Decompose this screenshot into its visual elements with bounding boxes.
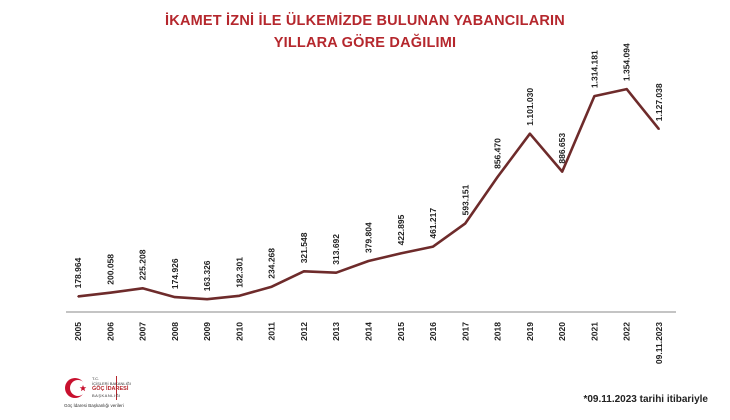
data-point	[367, 260, 370, 262]
series-line	[77, 87, 661, 301]
data-label: 234.268	[267, 248, 277, 279]
data-point	[496, 176, 499, 178]
data-label: 313.692	[331, 234, 341, 265]
data-label: 1.101.030	[525, 88, 535, 126]
data-point	[432, 245, 434, 248]
x-tick-label: 09.11.2023	[654, 322, 664, 364]
value-labels-group: 178.964 200.058 225.208 174.926 163.326 182.3…	[73, 43, 664, 291]
footnote: *09.11.2023 tarihi itibariyle	[583, 394, 708, 405]
logo-text-line-3: GÖÇ İDARESİ	[92, 386, 129, 392]
data-point	[238, 295, 241, 297]
x-tick-label: 2005	[73, 322, 83, 341]
x-tick-label: 2019	[525, 322, 535, 341]
data-point	[593, 95, 596, 97]
logo-text-line-2: İÇİŞLERİ BAKANLIĞI	[92, 381, 131, 386]
chart-title: İKAMET İZNİ İLE ÜLKEMİZDE BULUNAN YABANC…	[0, 10, 730, 54]
data-point	[400, 252, 402, 255]
data-label: 886.653	[557, 133, 567, 164]
data-point	[77, 295, 79, 298]
data-point	[335, 271, 338, 274]
x-tick-label: 2008	[170, 322, 180, 341]
data-label: 593.151	[460, 184, 470, 215]
chart-title-line-1: İKAMET İZNİ İLE ÜLKEMİZDE BULUNAN YABANC…	[165, 13, 565, 29]
data-point	[141, 287, 144, 290]
data-label: 379.804	[364, 222, 374, 253]
series-group	[77, 87, 661, 301]
data-label: 321.548	[299, 232, 309, 263]
logo-text-line-1: T.C.	[92, 376, 100, 381]
crescent-star-logo-icon	[65, 378, 87, 398]
data-label: 1.314.181	[589, 50, 599, 88]
data-label: 174.926	[170, 258, 180, 289]
x-tick-label: 2007	[138, 322, 148, 341]
logo-text-line-4: BAŞKANLIĞI	[92, 393, 121, 398]
x-tick-label: 2006	[105, 322, 115, 341]
logo-divider	[116, 376, 117, 400]
data-point	[625, 88, 628, 90]
data-point	[561, 170, 563, 173]
x-tick-label: 2016	[428, 322, 438, 341]
data-point	[109, 291, 112, 294]
x-tick-labels-group: 2005 2006 2007 2008 2009 2010 2011 2012 2013 2014…	[73, 322, 664, 364]
x-tick-label: 2020	[557, 322, 567, 341]
x-tick-label: 2018	[493, 322, 503, 341]
data-point	[174, 296, 176, 298]
x-tick-label: 2012	[299, 322, 309, 341]
logo-caption: Göç İdaresi Başkanlığı verileri	[64, 403, 124, 408]
data-label: 856.470	[493, 138, 503, 169]
data-point	[464, 222, 467, 225]
x-tick-label: 2017	[460, 322, 470, 341]
x-tick-label: 2014	[364, 322, 374, 341]
x-tick-label: 2021	[589, 322, 599, 341]
data-label: 178.964	[73, 257, 83, 288]
data-label: 422.895	[396, 214, 406, 245]
data-label: 163.326	[202, 260, 212, 291]
chart-title-line-2: YILLARA GÖRE DAĞILIMI	[273, 35, 457, 51]
x-tick-label: 2013	[331, 322, 341, 341]
x-tick-label: 2015	[396, 322, 406, 341]
x-tick-label: 2011	[267, 322, 277, 341]
data-label: 225.208	[138, 249, 148, 280]
data-point	[206, 298, 208, 301]
data-point	[270, 285, 273, 288]
data-point	[303, 270, 305, 273]
data-point	[529, 132, 531, 135]
data-label: 200.058	[105, 254, 115, 285]
x-tick-label: 2022	[622, 322, 632, 341]
x-tick-label: 2010	[234, 322, 244, 341]
logo: T.C. İÇİŞLERİ BAKANLIĞI GÖÇ İDARESİ BAŞK…	[64, 374, 164, 414]
x-tick-label: 2009	[202, 322, 212, 341]
data-label: 461.217	[428, 208, 438, 239]
data-label: 182.301	[234, 257, 244, 288]
data-label: 1.354.094	[622, 43, 632, 81]
data-label: 1.127.038	[654, 83, 664, 121]
data-point	[658, 128, 660, 130]
